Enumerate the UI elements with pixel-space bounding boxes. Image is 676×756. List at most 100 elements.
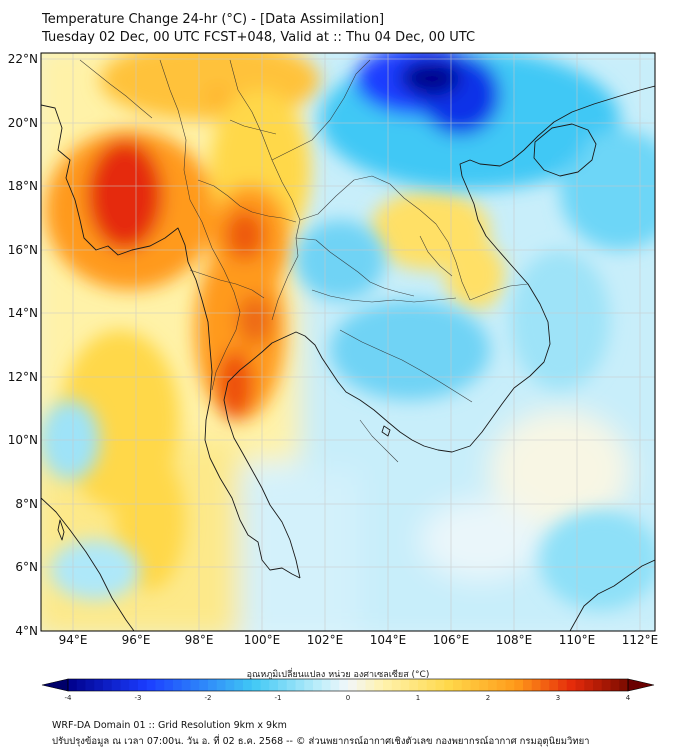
colorbar-cell: [76, 679, 86, 691]
colorbar-cell: [619, 679, 629, 691]
colorbar-cell: [365, 679, 375, 691]
colorbar-cell: [356, 679, 366, 691]
lon-label: 98°E: [184, 633, 214, 647]
colorbar-cell: [514, 679, 524, 691]
colorbar-cell: [330, 679, 340, 691]
lat-label: 14°N: [7, 306, 38, 320]
colorbar-cell: [531, 679, 541, 691]
colorbar-cell: [558, 679, 568, 691]
colorbar-cell: [453, 679, 463, 691]
lat-label: 22°N: [7, 52, 38, 66]
colorbar-cell: [409, 679, 419, 691]
footer-credit: ปรับปรุงข้อมูล ณ เวลา 07:00น. วัน อ. ที่…: [52, 736, 590, 747]
colorbar-tick: 0: [345, 694, 351, 702]
colorbar-cell: [199, 679, 209, 691]
map-field: [41, 53, 655, 631]
colorbar-cell: [295, 679, 305, 691]
colorbar-cell: [593, 679, 603, 691]
lon-label: 108°E: [495, 633, 533, 647]
colorbar-cell: [488, 679, 498, 691]
colorbar-cell: [85, 679, 95, 691]
colorbar-cell: [505, 679, 515, 691]
island-phuquoc: [381, 425, 391, 437]
footer-model-info: WRF-DA Domain 01 :: Grid Resolution 9km …: [52, 720, 287, 731]
lon-label: 102°E: [306, 633, 344, 647]
colorbar-cell: [190, 679, 200, 691]
lon-label: 106°E: [432, 633, 470, 647]
colorbar-cell: [601, 679, 611, 691]
colorbar-cell: [278, 679, 288, 691]
colorbar-cell: [313, 679, 323, 691]
coastline-sumatra: [41, 497, 135, 631]
lat-label: 10°N: [7, 433, 38, 447]
lat-label: 4°N: [15, 624, 38, 638]
lon-label: 110°E: [558, 633, 596, 647]
lon-label: 100°E: [243, 633, 281, 647]
colorbar-cell: [549, 679, 559, 691]
colorbar-cell: [129, 679, 139, 691]
colorbar-cell: [146, 679, 156, 691]
colorbar-tick: -3: [134, 694, 142, 702]
colorbar-cell: [496, 679, 506, 691]
country-borders: [79, 59, 529, 463]
graticule: [41, 53, 655, 631]
lon-label: 94°E: [58, 633, 88, 647]
chart-title: Temperature Change 24-hr (°C) - [Data As…: [42, 12, 385, 27]
colorbar-cell: [610, 679, 620, 691]
lat-label: 12°N: [7, 370, 38, 384]
colorbar-cell: [243, 679, 253, 691]
colorbar-cell: [216, 679, 226, 691]
colorbar-cell: [523, 679, 533, 691]
colorbar-cell: [208, 679, 218, 691]
colorbar-cell: [400, 679, 410, 691]
lat-label: 8°N: [15, 497, 38, 511]
colorbar-cell: [418, 679, 428, 691]
coastline-gulf: [223, 85, 655, 579]
colorbar-cell: [435, 679, 445, 691]
colorbar-cell: [234, 679, 244, 691]
map-frame: [40, 52, 656, 632]
lon-label: 104°E: [369, 633, 407, 647]
chart-subtitle: Tuesday 02 Dec, 00 UTC FCST+048, Valid a…: [42, 30, 476, 45]
lat-label: 6°N: [15, 560, 38, 574]
colorbar: [41, 678, 655, 692]
colorbar-tick: 3: [555, 694, 561, 702]
colorbar-cell: [444, 679, 454, 691]
colorbar-tick: -2: [204, 694, 212, 702]
colorbar-cell: [269, 679, 279, 691]
colorbar-cell: [138, 679, 148, 691]
colorbar-cells: [68, 679, 629, 691]
colorbar-tick: 4: [625, 694, 631, 702]
colorbar-cell: [304, 679, 314, 691]
island-andaman: [57, 519, 65, 541]
colorbar-cell: [374, 679, 384, 691]
colorbar-cell: [479, 679, 489, 691]
colorbar-cell: [164, 679, 174, 691]
colorbar-cell: [461, 679, 471, 691]
colorbar-cell: [68, 679, 78, 691]
lat-label: 18°N: [7, 179, 38, 193]
colorbar-cell: [103, 679, 113, 691]
coastline-borneo: [569, 559, 655, 631]
colorbar-cell: [348, 679, 358, 691]
lat-label: 16°N: [7, 243, 38, 257]
colorbar-frame: [67, 678, 629, 692]
lat-label: 20°N: [7, 116, 38, 130]
colorbar-cell: [120, 679, 130, 691]
colorbar-cell: [566, 679, 576, 691]
colorbar-cell: [584, 679, 594, 691]
colorbar-cell: [225, 679, 235, 691]
lon-label: 112°E: [621, 633, 659, 647]
cool-anomalies: [41, 53, 655, 610]
colorbar-tick: 2: [485, 694, 491, 702]
colorbar-tick: -1: [274, 694, 282, 702]
colorbar-cell: [155, 679, 165, 691]
coastline-west: [41, 104, 301, 579]
colorbar-cell: [181, 679, 191, 691]
colorbar-cell: [173, 679, 183, 691]
colorbar-max-arrow: [627, 678, 655, 692]
colorbar-cell: [286, 679, 296, 691]
colorbar-cell: [426, 679, 436, 691]
colorbar-cell: [540, 679, 550, 691]
colorbar-cell: [575, 679, 585, 691]
